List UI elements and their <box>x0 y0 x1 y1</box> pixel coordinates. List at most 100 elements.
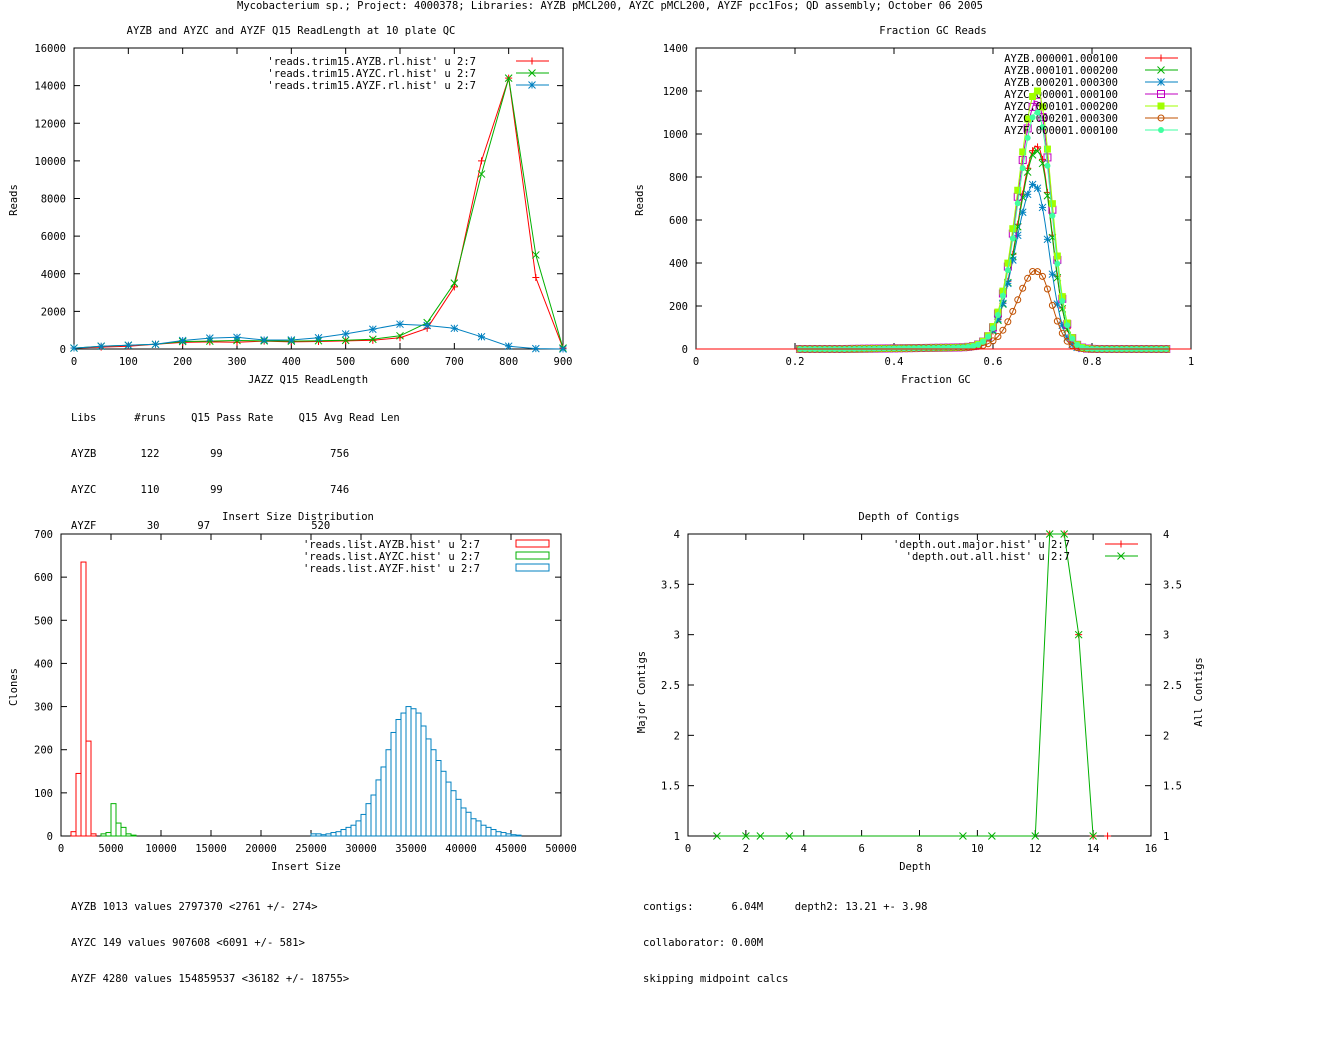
data-point <box>1034 143 1042 151</box>
x-tick-label: 12 <box>1029 843 1042 855</box>
data-point <box>396 320 404 329</box>
data-point <box>1122 345 1131 353</box>
data-point <box>805 345 814 353</box>
y2-axis-label: All Contigs <box>1193 657 1205 727</box>
data-point <box>1034 87 1042 95</box>
x-tick-label: 5000 <box>98 843 123 855</box>
data-point <box>969 342 977 350</box>
data-point <box>1157 345 1166 353</box>
data-point <box>1024 115 1032 123</box>
data-point <box>1063 337 1071 345</box>
data-point <box>885 344 893 353</box>
data-point <box>979 337 987 345</box>
legend-marker <box>1157 54 1165 62</box>
data-point <box>964 343 973 351</box>
data-point <box>860 344 869 353</box>
y-tick-label: 400 <box>34 658 53 670</box>
data-point <box>1004 259 1012 267</box>
data-point <box>875 344 884 353</box>
data-point <box>979 337 988 346</box>
series-2 <box>310 706 522 837</box>
y2-tick-label: 3 <box>1163 630 1169 642</box>
histogram-bar <box>405 706 412 837</box>
x-tick-label: 0.2 <box>786 356 805 368</box>
data-point <box>1064 322 1071 329</box>
data-point <box>801 345 809 353</box>
data-point <box>810 345 819 353</box>
data-point <box>979 339 987 347</box>
data-point <box>870 345 878 353</box>
data-point <box>845 345 854 353</box>
data-point <box>805 345 814 353</box>
legend-label: AYZF.000001.000100 <box>1004 125 1118 137</box>
x-tick-label: 45000 <box>495 843 527 855</box>
data-point <box>831 345 839 353</box>
data-point <box>1108 345 1116 353</box>
data-point <box>1028 102 1037 111</box>
data-point <box>925 344 933 352</box>
data-point <box>1078 344 1086 352</box>
series-6 <box>696 109 1170 352</box>
x-tick-label: 0.6 <box>984 356 1003 368</box>
data-point <box>1073 343 1082 352</box>
data-point <box>1024 134 1031 141</box>
histogram-bar <box>425 738 432 837</box>
legend-marker <box>1157 66 1165 74</box>
data-point <box>1073 340 1082 349</box>
histogram-bar <box>345 826 352 837</box>
insert-stats: AYZB 1013 values 2797370 <2761 +/- 274> … <box>71 877 349 997</box>
legend-marker <box>1157 102 1165 110</box>
data-point <box>964 342 973 351</box>
data-point <box>1029 268 1037 276</box>
series-line <box>73 77 564 349</box>
data-point <box>1142 345 1151 353</box>
chart-readlength: AYZB and AYZC and AYZF Q15 ReadLength at… <box>8 25 572 386</box>
data-point <box>1147 345 1156 353</box>
histogram-bar <box>470 818 477 837</box>
histogram-bar <box>445 781 452 837</box>
data-point <box>944 343 953 352</box>
data-point <box>954 343 963 352</box>
y-tick-label: 100 <box>34 788 53 800</box>
x-tick-label: 14 <box>1087 843 1100 855</box>
data-point <box>856 345 863 352</box>
histogram-bar <box>460 807 467 837</box>
data-point <box>885 344 893 352</box>
legend-label: AYZC.000101.000200 <box>1004 101 1118 113</box>
data-point <box>989 327 997 336</box>
data-point <box>1128 346 1135 352</box>
x-tick-label: 2 <box>743 843 749 855</box>
x-tick-label: 100 <box>119 356 138 368</box>
data-point <box>1103 345 1111 353</box>
x-tick-label: 800 <box>499 356 518 368</box>
data-point <box>815 345 824 353</box>
data-point <box>1046 530 1054 538</box>
data-point <box>1004 318 1012 326</box>
data-point <box>97 342 106 351</box>
data-point <box>871 345 878 352</box>
data-point <box>369 336 377 344</box>
x-tick-label: 0.8 <box>1083 356 1102 368</box>
data-point <box>944 343 953 352</box>
series-line <box>696 89 1169 350</box>
data-point <box>1083 344 1092 353</box>
data-point <box>959 343 968 352</box>
histogram-bar <box>320 834 327 837</box>
data-point <box>860 345 868 353</box>
data-point <box>396 331 404 340</box>
data-point <box>886 345 893 352</box>
legend-label: 'reads.trim15.AYZF.rl.hist' u 2:7 <box>267 80 476 92</box>
data-point <box>944 344 952 352</box>
data-point <box>1128 345 1136 353</box>
data-point <box>1039 272 1046 280</box>
series-line <box>696 145 1169 350</box>
data-point <box>756 832 765 840</box>
data-point <box>1162 345 1171 353</box>
data-point <box>865 344 874 353</box>
data-point <box>1078 344 1086 353</box>
data-point <box>880 344 888 352</box>
data-point <box>1083 345 1091 353</box>
data-point <box>974 340 983 349</box>
data-point <box>821 346 828 352</box>
data-point <box>796 345 804 353</box>
